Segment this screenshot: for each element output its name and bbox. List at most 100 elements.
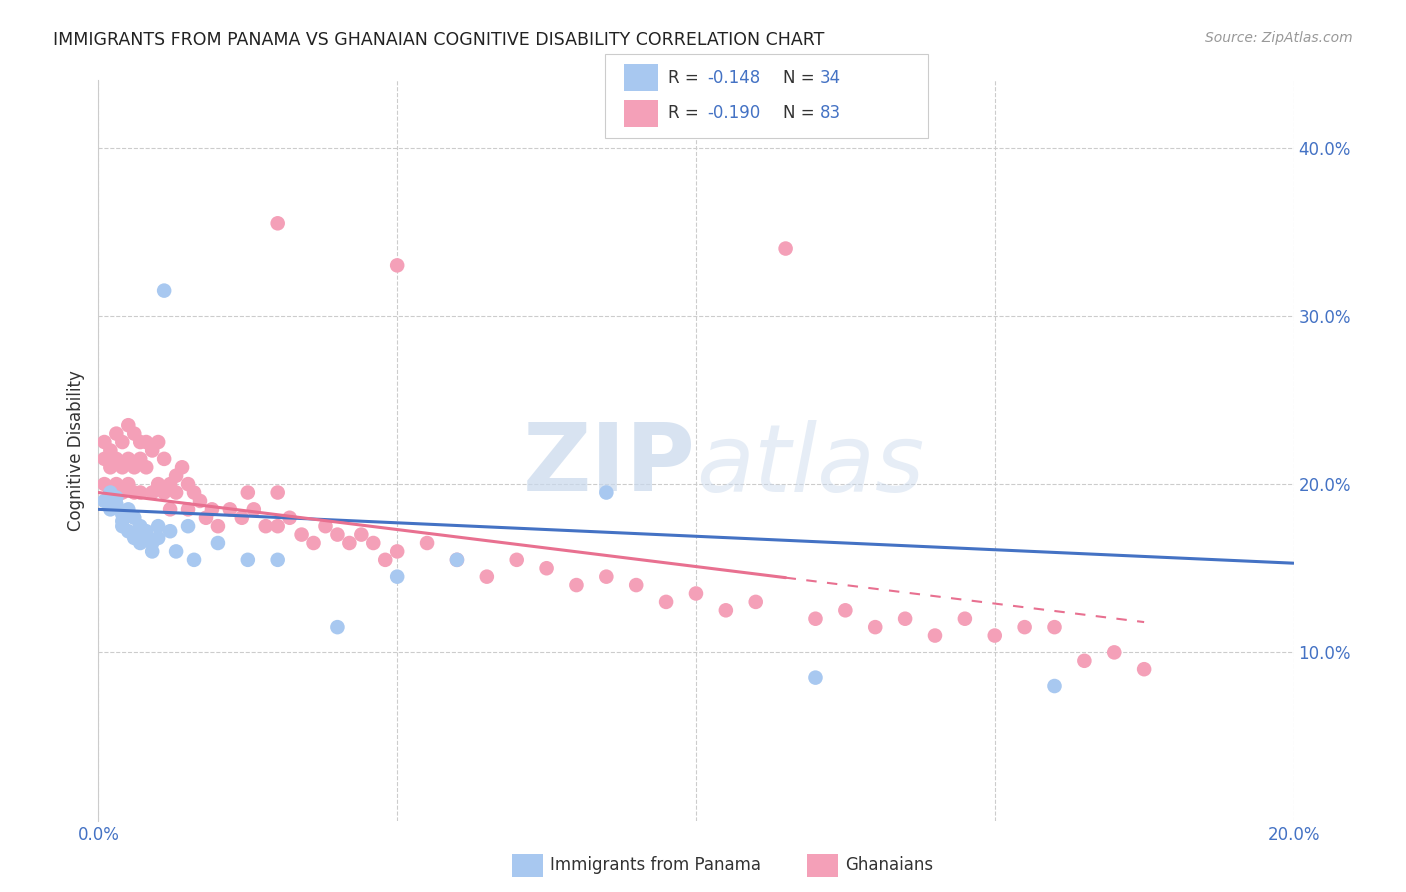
- Point: [236, 485, 259, 500]
- Point: [117, 524, 139, 539]
- Point: [129, 485, 152, 500]
- Point: [172, 460, 194, 475]
- Point: [117, 418, 139, 433]
- Point: [254, 519, 277, 533]
- Point: [446, 553, 468, 567]
- Text: -0.148: -0.148: [707, 69, 761, 87]
- Point: [446, 553, 468, 567]
- Point: [148, 531, 170, 545]
- Point: [93, 494, 115, 508]
- Point: [124, 485, 146, 500]
- Text: R =: R =: [668, 69, 704, 87]
- Point: [565, 578, 588, 592]
- Point: [98, 460, 122, 475]
- Point: [159, 477, 181, 491]
- Point: [626, 578, 648, 592]
- Point: [1104, 645, 1126, 659]
- Point: [183, 553, 205, 567]
- Point: [111, 508, 134, 522]
- Point: [153, 485, 176, 500]
- Point: [159, 524, 181, 539]
- Point: [153, 284, 176, 298]
- Point: [111, 460, 134, 475]
- Text: -0.190: -0.190: [707, 104, 761, 122]
- Point: [124, 426, 146, 441]
- Text: 83: 83: [820, 104, 841, 122]
- Point: [243, 502, 266, 516]
- Point: [302, 536, 325, 550]
- Text: N =: N =: [783, 104, 820, 122]
- Point: [98, 502, 122, 516]
- Point: [165, 468, 187, 483]
- Point: [385, 258, 409, 272]
- Point: [475, 569, 498, 583]
- Point: [141, 485, 163, 500]
- Point: [1043, 679, 1066, 693]
- Point: [745, 595, 768, 609]
- Point: [231, 510, 253, 524]
- Point: [339, 536, 361, 550]
- Point: [117, 451, 139, 466]
- Point: [219, 502, 242, 516]
- Point: [111, 485, 134, 500]
- Point: [98, 485, 122, 500]
- Point: [177, 502, 200, 516]
- Point: [363, 536, 385, 550]
- Y-axis label: Cognitive Disability: Cognitive Disability: [66, 370, 84, 531]
- Point: [385, 569, 409, 583]
- Point: [416, 536, 439, 550]
- Point: [236, 553, 259, 567]
- Point: [924, 628, 946, 642]
- Point: [177, 477, 200, 491]
- Point: [804, 671, 827, 685]
- Point: [536, 561, 558, 575]
- Point: [148, 519, 170, 533]
- Point: [105, 497, 128, 511]
- Point: [267, 216, 290, 230]
- Point: [984, 628, 1007, 642]
- Point: [105, 426, 128, 441]
- Text: Ghanaians: Ghanaians: [845, 856, 934, 874]
- Point: [188, 494, 211, 508]
- Point: [117, 502, 139, 516]
- Point: [105, 491, 128, 505]
- Text: Source: ZipAtlas.com: Source: ZipAtlas.com: [1205, 31, 1353, 45]
- Point: [111, 435, 134, 450]
- Point: [148, 435, 170, 450]
- Point: [201, 502, 224, 516]
- Point: [655, 595, 678, 609]
- Point: [894, 612, 917, 626]
- Point: [93, 451, 115, 466]
- Text: atlas: atlas: [696, 420, 924, 511]
- Point: [124, 460, 146, 475]
- Point: [135, 524, 157, 539]
- Point: [374, 553, 396, 567]
- Point: [148, 477, 170, 491]
- Point: [111, 519, 134, 533]
- Point: [135, 527, 157, 541]
- Point: [953, 612, 976, 626]
- Point: [685, 586, 707, 600]
- Point: [124, 531, 146, 545]
- Point: [93, 477, 115, 491]
- Point: [183, 485, 205, 500]
- Point: [595, 569, 617, 583]
- Point: [267, 553, 290, 567]
- Point: [385, 544, 409, 558]
- Point: [834, 603, 856, 617]
- Point: [326, 620, 349, 634]
- Text: 34: 34: [820, 69, 841, 87]
- Text: R =: R =: [668, 104, 704, 122]
- Point: [1073, 654, 1095, 668]
- Point: [267, 519, 290, 533]
- Point: [129, 435, 152, 450]
- Point: [267, 485, 290, 500]
- Point: [804, 612, 827, 626]
- Point: [595, 485, 617, 500]
- Point: [291, 527, 314, 541]
- Point: [141, 443, 163, 458]
- Point: [775, 242, 797, 256]
- Text: ZIP: ZIP: [523, 419, 696, 511]
- Point: [93, 435, 115, 450]
- Point: [117, 477, 139, 491]
